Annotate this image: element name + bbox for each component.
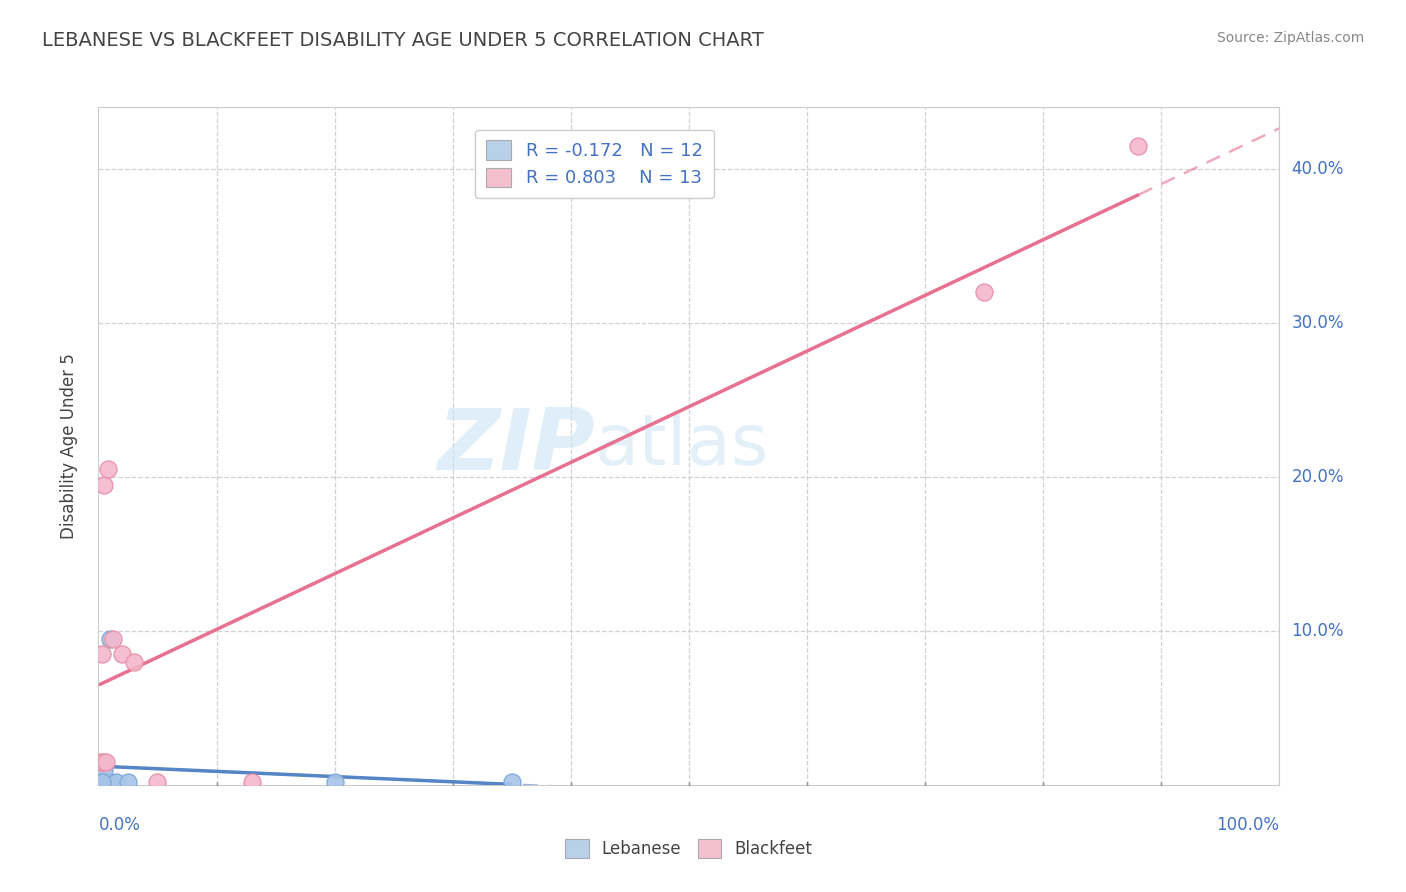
Point [90,755,112,769]
Point [91,755,114,769]
Point [93,477,115,491]
Point [973,285,995,299]
Point [91,775,114,789]
Text: atlas: atlas [595,411,769,481]
Point [91,775,114,789]
Text: 10.0%: 10.0% [1291,622,1344,640]
Text: ZIP: ZIP [437,404,595,488]
Text: 0.0%: 0.0% [98,816,141,834]
Point [1126,138,1149,153]
Legend: Lebanese, Blackfeet: Lebanese, Blackfeet [558,833,820,864]
Text: Source: ZipAtlas.com: Source: ZipAtlas.com [1216,31,1364,45]
Point [97,775,120,789]
Point [501,775,523,789]
Point [98,632,121,646]
Point [117,775,139,789]
Point [105,775,128,789]
Text: 20.0%: 20.0% [1291,467,1344,486]
Point [111,647,134,661]
Point [93,763,115,777]
Point [94,755,117,769]
Y-axis label: Disability Age Under 5: Disability Age Under 5 [59,353,77,539]
Point [122,655,145,669]
Point [98,775,121,789]
Point [94,775,117,789]
Point [91,647,114,661]
Text: 100.0%: 100.0% [1216,816,1279,834]
Text: 40.0%: 40.0% [1291,160,1344,178]
Point [90,775,112,789]
Text: 30.0%: 30.0% [1291,314,1344,332]
Point [146,775,169,789]
Text: LEBANESE VS BLACKFEET DISABILITY AGE UNDER 5 CORRELATION CHART: LEBANESE VS BLACKFEET DISABILITY AGE UND… [42,31,763,50]
Point [97,462,120,476]
Point [323,775,346,789]
Point [101,632,124,646]
Point [240,775,263,789]
